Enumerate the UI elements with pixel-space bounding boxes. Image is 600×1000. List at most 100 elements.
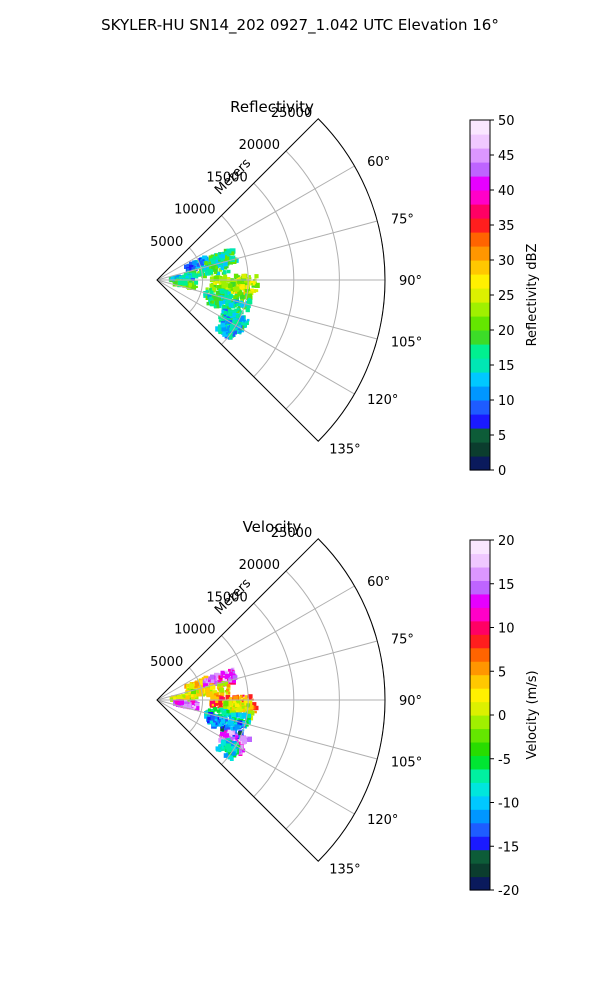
echo-pixel <box>228 312 233 317</box>
echo-pixel <box>211 273 214 276</box>
echo-pixel <box>188 283 192 287</box>
echo-pixel <box>224 749 228 753</box>
echo-pixel <box>227 751 232 756</box>
echo-pixel <box>238 748 242 753</box>
colorbar-tick-label: -15 <box>498 840 519 855</box>
echo-field <box>168 248 260 340</box>
echo-pixel <box>231 723 235 726</box>
colorbar-tick-label: 50 <box>498 114 515 129</box>
colorbar-segment <box>470 634 490 649</box>
echo-pixel <box>230 291 233 294</box>
echo-pixel <box>209 288 212 291</box>
echo-pixel <box>233 330 237 335</box>
azimuth-label: 90° <box>399 274 422 289</box>
colorbar-segment <box>470 120 490 135</box>
colorbar-segment <box>470 849 490 864</box>
echo-pixel <box>227 747 232 752</box>
echo-pixel <box>198 273 202 277</box>
echo-pixel <box>251 283 256 288</box>
colorbar-segment <box>470 688 490 703</box>
echo-pixel <box>186 268 190 271</box>
echo-pixel <box>209 265 212 268</box>
echo-pixel <box>234 282 240 287</box>
echo-pixel <box>236 302 239 306</box>
echo-pixel <box>248 275 251 278</box>
echo-pixel <box>246 738 250 741</box>
echo-pixel <box>229 323 235 329</box>
range-ring-label: 10000 <box>174 623 215 638</box>
echo-pixel <box>235 745 240 750</box>
echo-pixel <box>218 319 222 323</box>
echo-pixel <box>232 317 235 320</box>
echo-pixel <box>183 272 187 276</box>
echo-pixel <box>247 299 253 305</box>
colorbar-segment <box>470 593 490 608</box>
colorbar-segment <box>470 316 490 331</box>
echo-pixel <box>211 264 217 270</box>
echo-pixel <box>173 697 177 701</box>
echo-pixel <box>246 714 250 718</box>
echo-pixel <box>240 328 245 333</box>
echo-pixel <box>201 272 207 279</box>
echo-pixel <box>220 675 223 679</box>
echo-pixel <box>218 300 223 305</box>
colorbar-segment <box>470 863 490 878</box>
echo-pixel <box>232 679 236 684</box>
colorbar-segment <box>470 162 490 177</box>
echo-pixel <box>217 262 223 268</box>
echo-pixel <box>220 258 224 262</box>
colorbar-segment <box>470 795 490 810</box>
echo-pixel <box>220 731 225 737</box>
colorbar-segment <box>470 566 490 581</box>
echo-pixel <box>230 712 237 718</box>
echo-pixel <box>245 293 248 296</box>
echo-pixel <box>228 668 231 672</box>
echo-pixel <box>227 720 233 726</box>
echo-pixel <box>222 270 226 273</box>
colorbar-segment <box>470 260 490 275</box>
azimuth-spoke <box>156 279 355 395</box>
echo-pixel <box>249 291 254 296</box>
azimuth-label: 120° <box>367 813 398 828</box>
echo-pixel <box>239 315 245 321</box>
echo-pixel <box>224 733 230 738</box>
echo-pixel <box>249 277 252 280</box>
colorbar-segment <box>470 876 490 891</box>
echo-pixel <box>218 268 223 272</box>
echo-pixel <box>248 694 253 699</box>
echo-pixel <box>233 295 238 300</box>
echo-pixel <box>212 690 217 695</box>
echo-pixel <box>220 313 223 316</box>
azimuth-spoke <box>156 279 378 340</box>
echo-pixel <box>195 285 198 288</box>
echo-pixel <box>238 303 243 308</box>
echo-pixel <box>218 303 222 307</box>
echo-pixel <box>191 267 196 271</box>
echo-pixel <box>218 749 222 753</box>
echo-pixel <box>177 280 183 285</box>
echo-pixel <box>212 284 217 289</box>
echo-pixel <box>227 700 233 706</box>
echo-pixel <box>205 687 210 693</box>
azimuth-label: 75° <box>391 632 414 647</box>
echo-pixel <box>244 726 248 729</box>
echo-pixel <box>225 297 232 304</box>
range-ring-label: 5000 <box>150 655 183 670</box>
echo-pixel <box>248 290 252 294</box>
echo-pixel <box>220 745 224 749</box>
echo-pixel <box>213 295 218 300</box>
echo-pixel <box>220 266 225 270</box>
echo-pixel <box>224 673 231 680</box>
echo-pixel <box>210 679 215 684</box>
colorbar-segment <box>470 809 490 824</box>
echo-pixel <box>228 726 233 731</box>
echo-pixel <box>211 261 216 266</box>
echo-pixel <box>228 316 234 321</box>
echo-pixel <box>234 729 237 733</box>
echo-pixel <box>232 748 238 754</box>
echo-pixel <box>234 286 240 292</box>
echo-pixel <box>239 745 244 750</box>
echo-pixel <box>216 709 221 713</box>
echo-pixel <box>234 712 241 718</box>
colorbar-segment <box>470 836 490 851</box>
